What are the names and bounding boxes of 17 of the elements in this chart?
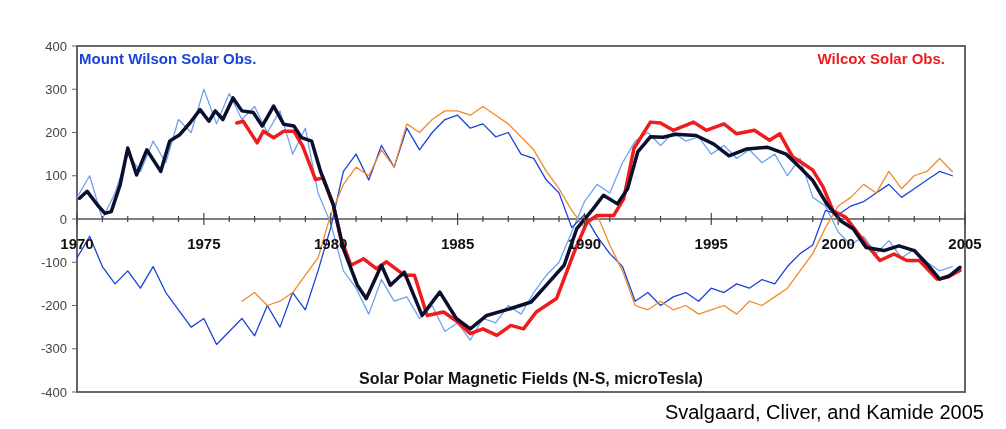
x-tick-label: 1985 [440,235,475,252]
x-tick-label: 1975 [187,235,221,252]
text: Mount Wilson Solar Obs. [79,50,257,67]
x-axis-title: Solar Polar Magnetic Fields (N-S, microTesla) [359,370,703,387]
y-tick-label: 0 [59,211,67,227]
text: Wilcox Solar Obs. [817,50,945,67]
x-tick-label: 2000 [821,235,855,252]
y-tick-label: -200 [40,298,67,314]
text: Svalgaard, Cliver, and Kamide 2005 [664,401,984,423]
y-tick-label: 300 [45,81,67,97]
y-tick-label: 100 [45,168,67,184]
y-tick-label: -100 [40,254,67,270]
x-tick-label: 1995 [694,235,728,252]
y-tick-label: -400 [40,384,67,400]
y-tick-label: 200 [45,125,67,141]
y-tick-label: 400 [45,38,67,54]
y-tick-label: -300 [40,341,67,357]
